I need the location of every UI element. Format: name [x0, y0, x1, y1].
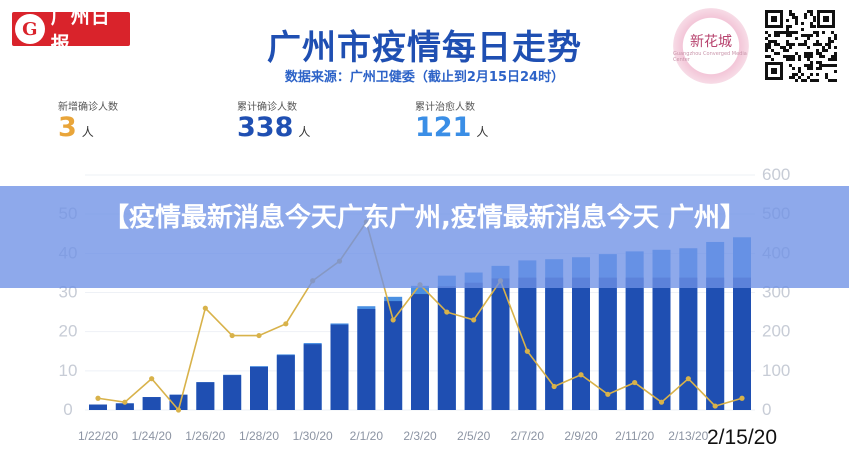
- bar-confirmed: [330, 324, 349, 410]
- bar-confirmed: [598, 277, 617, 410]
- bar-confirmed: [437, 286, 456, 410]
- x-axis-tick-label: 1/24/20: [132, 429, 172, 443]
- bar-confirmed: [196, 382, 215, 410]
- bar-confirmed: [357, 308, 376, 410]
- stat-value: 338: [237, 112, 294, 143]
- new-cases-point: [524, 348, 530, 354]
- badge-subtext: Guangzhou Converged Media Center: [673, 51, 747, 63]
- new-cases-point: [175, 407, 182, 413]
- new-cases-point: [551, 383, 557, 390]
- stat-total-confirmed: 累计确诊人数 338 人: [237, 98, 310, 143]
- new-cases-point: [229, 332, 235, 339]
- bar-confirmed: [411, 294, 429, 410]
- stat-unit: 人: [81, 125, 94, 139]
- new-cases-point: [202, 305, 208, 311]
- right-axis-tick-label: 100: [762, 361, 790, 380]
- x-axis-tick-label: 2/9/20: [564, 429, 598, 443]
- new-cases-point: [685, 376, 691, 382]
- bar-confirmed: [276, 355, 295, 410]
- x-axis-tick-label: 1/22/20: [78, 429, 118, 443]
- bar-confirmed: [303, 344, 322, 410]
- stat-label: 累计治愈人数: [415, 102, 475, 113]
- new-cases-point: [658, 399, 665, 405]
- new-cases-point: [605, 391, 611, 397]
- left-axis-tick-label: 10: [59, 361, 78, 380]
- bar-confirmed: [706, 277, 725, 410]
- bar-confirmed: [733, 277, 751, 410]
- new-cases-point: [122, 399, 128, 405]
- new-cases-point: [283, 321, 289, 327]
- logo-mark-icon: G: [15, 14, 45, 44]
- x-axis-tick-label: 1/30/20: [293, 429, 333, 443]
- right-axis-tick-label: 0: [762, 400, 771, 419]
- x-axis-tick-label: 2/11/20: [615, 429, 654, 443]
- new-cases-point: [256, 332, 262, 339]
- x-axis-tick-label: 2/3/20: [403, 429, 437, 443]
- left-axis-tick-label: 20: [59, 322, 78, 341]
- stat-value: 121: [415, 112, 472, 143]
- new-cases-point: [739, 395, 745, 401]
- bar-confirmed: [250, 366, 268, 410]
- stat-unit: 人: [476, 125, 489, 139]
- logo-text: 广州日报: [50, 6, 111, 55]
- new-cases-point: [578, 372, 584, 378]
- right-axis-tick-label: 200: [762, 322, 790, 341]
- bar-confirmed: [169, 394, 188, 410]
- x-axis-tick-label: 1/28/20: [239, 429, 279, 443]
- x-axis-tick-label: 2/7/20: [511, 429, 545, 443]
- right-axis-tick-label: 600: [762, 165, 790, 184]
- bar-confirmed: [652, 277, 671, 410]
- new-cases-point: [95, 395, 101, 401]
- headline-banner-text: 【疫情最新消息今天广东广州,疫情最新消息今天 广州】: [103, 203, 746, 233]
- bar-confirmed: [223, 375, 242, 410]
- bar-confirmed: [572, 277, 590, 410]
- data-source-subtitle: 数据来源：广州卫健委（截止到2月15日24时）: [284, 70, 565, 85]
- x-axis-tick-label: 2/5/20: [457, 429, 491, 443]
- stat-value: 3: [58, 112, 77, 143]
- newspaper-logo: G 广州日报: [12, 6, 130, 55]
- stat-label: 累计确诊人数: [237, 102, 297, 113]
- bar-confirmed: [545, 277, 564, 410]
- bar-confirmed: [679, 277, 698, 410]
- x-axis-tick-label: 2/13/20: [668, 429, 708, 443]
- stat-label: 新增确诊人数: [58, 102, 118, 113]
- qr-code-icon: [763, 8, 837, 82]
- headline-banner: [0, 186, 849, 288]
- badge-text: 新花城: [690, 34, 732, 50]
- bar-confirmed: [384, 301, 403, 410]
- bar-confirmed: [625, 277, 644, 410]
- new-cases-point: [390, 317, 396, 323]
- bar-confirmed: [491, 278, 510, 410]
- bar-confirmed: [464, 282, 483, 410]
- new-cases-point: [712, 403, 718, 409]
- bar-confirmed: [115, 403, 134, 410]
- highlight-date-label: 2/15/20: [707, 426, 777, 449]
- x-axis-tick-label: 2/1/20: [350, 429, 384, 443]
- stat-unit: 人: [298, 125, 311, 139]
- new-cases-point: [149, 376, 155, 382]
- bar-confirmed: [142, 397, 161, 410]
- page-title: 广州市疫情每日走势: [267, 28, 582, 68]
- new-cases-point: [444, 309, 450, 315]
- xinhuacheng-badge: 新花城 Guangzhou Converged Media Center: [673, 8, 749, 84]
- bar-confirmed: [89, 404, 107, 410]
- left-axis-tick-label: 0: [63, 400, 72, 419]
- x-axis-tick-label: 1/26/20: [185, 429, 225, 443]
- stat-total-cured: 累计治愈人数 121 人: [415, 98, 488, 143]
- new-cases-point: [632, 379, 638, 386]
- new-cases-point: [471, 317, 477, 323]
- bar-confirmed: [518, 277, 537, 410]
